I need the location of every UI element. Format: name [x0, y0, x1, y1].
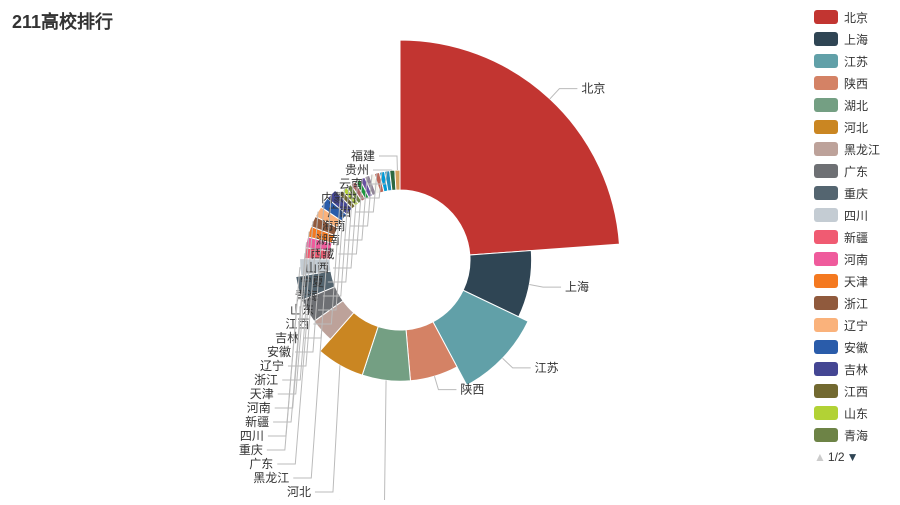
legend-label: 青海: [844, 427, 868, 444]
legend-swatch: [814, 318, 838, 332]
label-line: [503, 358, 531, 368]
label-line: [366, 380, 386, 500]
legend-swatch: [814, 120, 838, 134]
legend-swatch: [814, 406, 838, 420]
legend-item[interactable]: 重庆: [814, 182, 892, 204]
legend-label: 广东: [844, 163, 868, 180]
slice-label: 广东: [249, 457, 273, 471]
legend-swatch: [814, 230, 838, 244]
label-line: [315, 365, 340, 492]
slice-label: 贵州: [345, 163, 369, 177]
legend-item[interactable]: 江苏: [814, 50, 892, 72]
legend-swatch: [814, 296, 838, 310]
legend-swatch: [814, 362, 838, 376]
legend-label: 北京: [844, 9, 868, 26]
legend-item[interactable]: 浙江: [814, 292, 892, 314]
legend-item[interactable]: 北京: [814, 6, 892, 28]
legend-label: 安徽: [844, 339, 868, 356]
slice-label: 四川: [240, 429, 264, 443]
legend-item[interactable]: 河北: [814, 116, 892, 138]
legend-swatch: [814, 10, 838, 24]
legend-swatch: [814, 340, 838, 354]
legend-swatch: [814, 428, 838, 442]
legend-item[interactable]: 新疆: [814, 226, 892, 248]
legend-swatch: [814, 98, 838, 112]
label-line: [529, 285, 561, 288]
legend-swatch: [814, 142, 838, 156]
legend-label: 江西: [844, 383, 868, 400]
slice-label: 江苏: [535, 361, 559, 375]
legend-item[interactable]: 四川: [814, 204, 892, 226]
legend-item[interactable]: 青海: [814, 424, 892, 446]
legend-label: 黑龙江: [844, 141, 880, 158]
label-line: [379, 156, 397, 170]
slice-label: 云南: [339, 176, 363, 191]
legend-label: 山东: [844, 405, 868, 422]
slice-label: 上海: [565, 279, 589, 294]
legend-item[interactable]: 辽宁: [814, 314, 892, 336]
legend-swatch: [814, 208, 838, 222]
legend-label: 天津: [844, 273, 868, 290]
slice-label: 安徽: [267, 344, 291, 359]
legend-label: 湖北: [844, 97, 868, 114]
legend-item[interactable]: 吉林: [814, 358, 892, 380]
legend-swatch: [814, 252, 838, 266]
chart-area: 北京上海江苏陕西福建贵州云南内蒙古广西海南湖南西藏山西宁夏青海山东江西吉林安徽辽…: [0, 0, 810, 500]
legend-label: 浙江: [844, 295, 868, 312]
legend-item[interactable]: 天津: [814, 270, 892, 292]
legend-item[interactable]: 山东: [814, 402, 892, 424]
legend-next-icon[interactable]: ▼: [847, 450, 859, 464]
legend-swatch: [814, 274, 838, 288]
legend-swatch: [814, 384, 838, 398]
slice-label: 河南: [247, 400, 271, 415]
slice-label: 北京: [581, 82, 605, 96]
slice-label: 吉林: [275, 331, 299, 345]
legend-page-label: 1/2: [828, 450, 845, 464]
slice-label: 辽宁: [260, 358, 284, 373]
slice-label: 河北: [287, 485, 311, 499]
slice-label: 陕西: [460, 382, 484, 397]
legend-swatch: [814, 186, 838, 200]
legend-swatch: [814, 76, 838, 90]
legend-item[interactable]: 上海: [814, 28, 892, 50]
pie-slice[interactable]: [400, 40, 619, 255]
legend-label: 河北: [844, 119, 868, 136]
legend-label: 河南: [844, 251, 868, 268]
label-line: [434, 376, 456, 389]
legend-label: 江苏: [844, 53, 868, 70]
legend-swatch: [814, 164, 838, 178]
legend-label: 四川: [844, 207, 868, 224]
legend-label: 辽宁: [844, 317, 868, 334]
nightingale-chart: 北京上海江苏陕西福建贵州云南内蒙古广西海南湖南西藏山西宁夏青海山东江西吉林安徽辽…: [0, 0, 810, 500]
legend: 北京上海江苏陕西湖北河北黑龙江广东重庆四川新疆河南天津浙江辽宁安徽吉林江西山东青…: [814, 6, 892, 464]
legend-label: 吉林: [844, 361, 868, 378]
legend-label: 陕西: [844, 75, 868, 92]
slice-label: 黑龙江: [253, 471, 289, 485]
pie-slice[interactable]: [395, 170, 400, 190]
legend-item[interactable]: 安徽: [814, 336, 892, 358]
legend-label: 新疆: [844, 229, 868, 246]
slice-label: 福建: [351, 148, 375, 163]
legend-item[interactable]: 黑龙江: [814, 138, 892, 160]
legend-item[interactable]: 河南: [814, 248, 892, 270]
slice-label: 浙江: [254, 373, 278, 387]
legend-pager: ▲1/2▼: [814, 450, 892, 464]
legend-item[interactable]: 江西: [814, 380, 892, 402]
slice-label: 天津: [250, 387, 274, 401]
legend-item[interactable]: 湖北: [814, 94, 892, 116]
slice-label: 重庆: [239, 443, 263, 457]
legend-prev-icon[interactable]: ▲: [814, 450, 826, 464]
legend-item[interactable]: 广东: [814, 160, 892, 182]
label-line: [550, 89, 578, 99]
legend-label: 上海: [844, 31, 868, 48]
legend-label: 重庆: [844, 185, 868, 202]
slice-label: 新疆: [245, 414, 269, 429]
legend-swatch: [814, 32, 838, 46]
legend-swatch: [814, 54, 838, 68]
legend-item[interactable]: 陕西: [814, 72, 892, 94]
